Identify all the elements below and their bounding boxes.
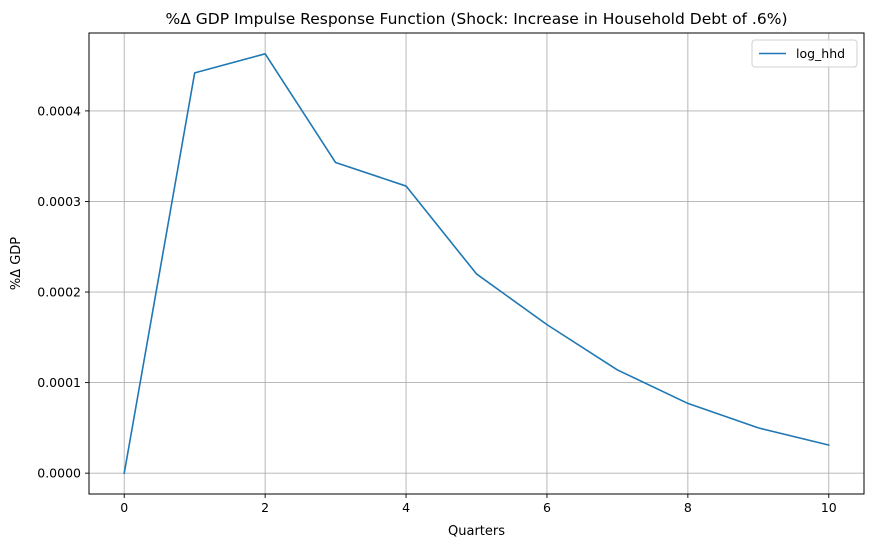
- plot-frame: [88, 32, 865, 495]
- x-tick-label: 8: [684, 500, 692, 515]
- y-tick-label: 0.0000: [37, 466, 81, 481]
- legend-label: log_hhd: [796, 46, 845, 61]
- chart-title: %Δ GDP Impulse Response Function (Shock:…: [166, 10, 788, 28]
- x-axis-label: Quarters: [448, 524, 505, 539]
- y-tick-label: 0.0001: [37, 375, 81, 390]
- x-tick-label: 10: [821, 500, 837, 515]
- x-tick-label: 2: [261, 500, 269, 515]
- y-tick-label: 0.0004: [37, 103, 81, 118]
- x-tick-label: 6: [543, 500, 551, 515]
- y-axis-label: %Δ GDP: [9, 237, 24, 290]
- y-tick-label: 0.0003: [37, 194, 81, 209]
- y-tick-label: 0.0002: [37, 285, 81, 300]
- axis-ticks: 0 2 4 6 8 10 0.0000 0.0001 0.0002 0.0003 0.0004: [37, 103, 837, 515]
- series-layer: [123, 53, 830, 475]
- legend: log_hhd: [751, 39, 858, 68]
- series-line-log_hhd: [123, 53, 830, 475]
- x-tick-label: 4: [402, 500, 410, 515]
- legend-box: [751, 39, 858, 68]
- grid: [89, 33, 864, 494]
- x-tick-label: 0: [120, 500, 128, 515]
